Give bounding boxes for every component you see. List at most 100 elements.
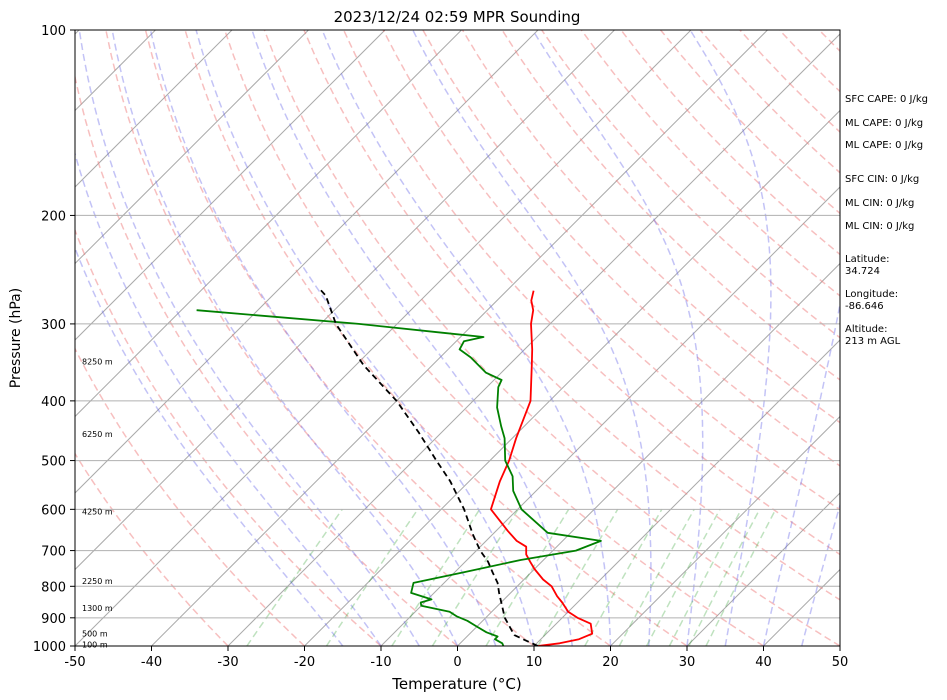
moist-adiabat: [78, 30, 420, 646]
y-tick-label: 100: [41, 24, 66, 39]
dry-adiabat: [223, 30, 764, 646]
dry-adiabat: [422, 30, 840, 467]
ml-cape-text-1: ML CAPE: 0 J/kg: [845, 118, 923, 129]
moist-adiabat: [75, 151, 382, 646]
moist-adiabat: [251, 30, 574, 646]
dry-adiabat: [501, 30, 840, 381]
x-tick-label: 0: [453, 655, 461, 670]
y-tick-label: 900: [41, 612, 66, 627]
y-tick-label: 400: [41, 395, 66, 410]
moist-adiabat: [689, 30, 772, 646]
y-tick-label: 300: [41, 318, 66, 333]
dry-adiabat: [461, 30, 840, 424]
dry-adiabat: [382, 30, 840, 511]
isotherm-line: [75, 30, 539, 494]
dry-adiabat: [184, 30, 688, 646]
isotherm-line: [75, 30, 692, 646]
x-tick-label: -50: [64, 655, 85, 670]
mixing-ratio-line: [485, 508, 570, 646]
dry-adiabat: [75, 452, 229, 646]
isotherm-line: [686, 492, 840, 646]
dry-adiabat: [263, 30, 840, 646]
profiles: [196, 287, 602, 646]
y-tick-label: 1000: [33, 640, 66, 655]
x-tick-label: -40: [141, 655, 162, 670]
pressure-gridlines: [75, 30, 840, 646]
moist-adiabat: [195, 30, 535, 646]
moist-adiabat: [532, 30, 704, 646]
longitude-label: Longitude:: [845, 289, 898, 300]
sfc-cin-text: SFC CIN: 0 J/kg: [845, 174, 919, 185]
height-label: 100 m: [82, 641, 108, 650]
isotherm-line: [457, 262, 840, 646]
ml-cin-text-1: ML CIN: 0 J/kg: [845, 198, 914, 209]
info-panel: SFC CAPE: 0 J/kg ML CAPE: 0 J/kg ML CAPE…: [845, 94, 928, 347]
x-tick-label: -30: [217, 655, 238, 670]
dry-adiabat: [105, 30, 535, 646]
plot-frame: [74, 29, 841, 647]
x-axis-ticks: -50 -40 -30 -20 -10 0 10 20 30 40 50: [64, 646, 848, 670]
isotherm-line: [380, 186, 840, 646]
mixing-ratio-line: [246, 508, 343, 646]
dry-adiabat: [144, 30, 611, 646]
height-label: 6250 m: [82, 430, 113, 439]
sfc-cape-text: SFC CAPE: 0 J/kg: [845, 94, 928, 105]
ml-cape-text-2: ML CAPE: 0 J/kg: [845, 140, 923, 151]
dewpoint-profile: [196, 309, 602, 646]
mixing-ratio-line: [705, 508, 777, 646]
y-axis-label: Pressure (hPa): [8, 288, 24, 388]
height-label: 500 m: [82, 630, 108, 639]
isotherm-line: [227, 33, 840, 646]
x-tick-label: -20: [294, 655, 315, 670]
moist-adiabat: [111, 30, 459, 646]
dry-adiabat: [580, 30, 840, 297]
isotherm-line: [75, 30, 462, 418]
dry-adiabat: [75, 228, 382, 646]
y-tick-label: 200: [41, 209, 66, 224]
x-tick-label: -10: [370, 655, 391, 670]
moist-adiabat: [801, 502, 840, 646]
y-tick-label: 500: [41, 455, 66, 470]
isotherm-line: [75, 30, 386, 341]
x-axis-label: Temperature (°C): [391, 675, 521, 693]
dry-adiabat: [303, 30, 840, 601]
altitude-label: Altitude:: [845, 324, 887, 335]
height-label: 2250 m: [82, 577, 113, 586]
mixing-ratio-line: [668, 508, 742, 646]
temperature-profile: [490, 290, 594, 646]
x-tick-label: 20: [602, 655, 619, 670]
dry-adiabat: [75, 73, 458, 646]
isotherm-line: [304, 109, 840, 646]
height-label: 4250 m: [82, 508, 113, 517]
moist-adiabat: [75, 246, 344, 646]
height-label: 1300 m: [82, 604, 113, 613]
chart-title: 2023/12/24 02:59 MPR Sounding: [334, 8, 581, 26]
longitude-value: -86.646: [845, 301, 884, 312]
isotherm-line: [610, 415, 840, 646]
isotherm-line: [0, 30, 3, 646]
isotherm-line: [75, 30, 615, 571]
moist-adiabat: [149, 30, 497, 646]
altitude-value: 213 m AGL: [845, 336, 901, 347]
x-tick-label: 50: [832, 655, 849, 670]
moist-adiabat: [762, 300, 840, 646]
isotherm-line: [533, 339, 840, 646]
latitude-value: 34.724: [845, 266, 880, 277]
x-tick-label: 10: [526, 655, 543, 670]
dry-adiabat: [75, 347, 306, 646]
background-lines: [0, 30, 840, 646]
x-tick-label: 40: [755, 655, 772, 670]
y-tick-label: 600: [41, 503, 66, 518]
height-label: 8250 m: [82, 357, 113, 366]
dry-adiabat: [541, 30, 840, 339]
y-axis-ticks: 1000 900 800 700 600 500 400 300 200 100: [33, 24, 75, 655]
moist-adiabat: [412, 30, 652, 646]
y-tick-label: 700: [41, 545, 66, 560]
ml-cin-text-2: ML CIN: 0 J/kg: [845, 221, 914, 232]
height-labels: 100 m 500 m 1300 m 2250 m 4250 m 6250 m 8250 m: [82, 357, 113, 649]
isotherm-line: [75, 30, 309, 265]
isotherm-line: [75, 30, 233, 188]
dry-adiabat: [342, 30, 840, 556]
